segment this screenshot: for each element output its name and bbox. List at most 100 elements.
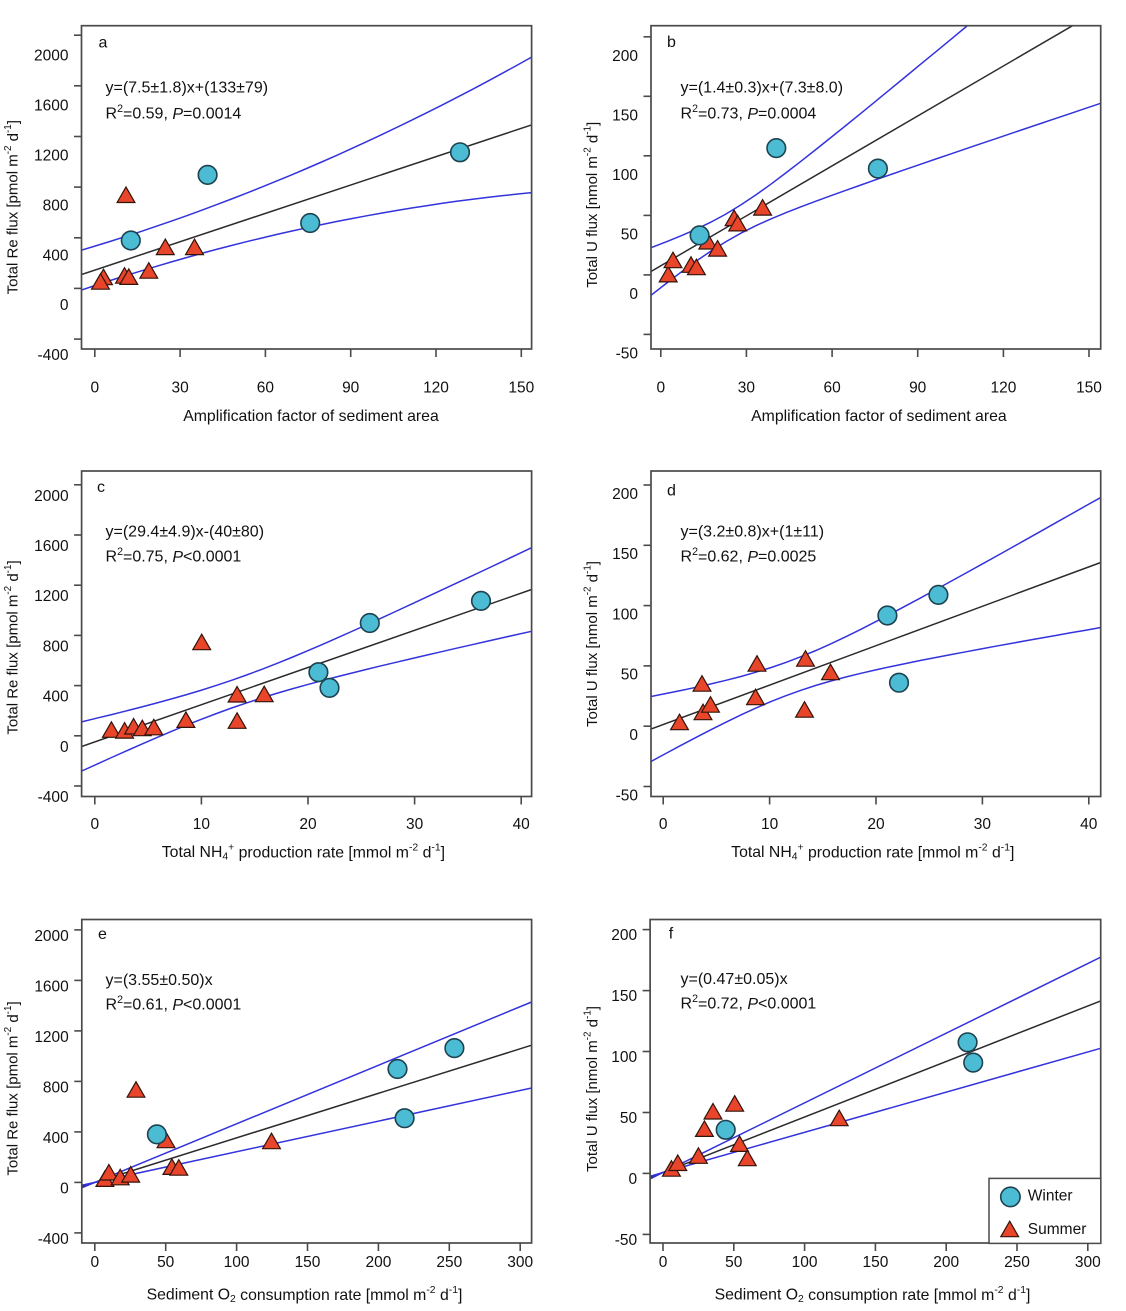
svg-text:R2=0.59, P=0.0014: R2=0.59, P=0.0014 [106,103,242,123]
svg-text:0: 0 [60,739,69,756]
svg-text:800: 800 [43,638,69,655]
svg-text:Total NH4+ production rate [mm: Total NH4+ production rate [mmol m-2 d-1… [731,842,1014,862]
svg-text:800: 800 [43,197,69,214]
svg-text:Amplification factor of sedime: Amplification factor of sediment area [751,408,1007,425]
svg-text:30: 30 [171,380,189,397]
svg-text:40: 40 [513,816,531,833]
svg-text:0: 0 [90,1254,99,1271]
svg-text:2000: 2000 [34,48,69,65]
svg-text:0: 0 [659,816,668,833]
svg-text:Total Re flux [pmol m-2 d-1]: Total Re flux [pmol m-2 d-1] [3,560,22,734]
svg-text:50: 50 [157,1254,175,1271]
svg-text:150: 150 [508,380,534,397]
svg-text:200: 200 [612,486,638,503]
svg-text:200: 200 [365,1254,391,1271]
svg-text:60: 60 [257,380,275,397]
svg-text:1200: 1200 [34,588,69,605]
svg-text:R2=0.62, P=0.0025: R2=0.62, P=0.0025 [681,546,817,566]
svg-text:0: 0 [60,1180,69,1197]
svg-text:0: 0 [60,297,69,314]
svg-text:0: 0 [629,286,638,303]
svg-text:R2=0.61, P<0.0001: R2=0.61, P<0.0001 [106,994,242,1014]
svg-text:200: 200 [611,927,637,944]
svg-text:Total Re flux [pmol m-2 d-1]: Total Re flux [pmol m-2 d-1] [3,1001,22,1175]
svg-text:50: 50 [621,667,639,684]
svg-text:20: 20 [299,816,317,833]
svg-text:50: 50 [725,1254,743,1271]
svg-text:y=(7.5±1.8)x+(133±79): y=(7.5±1.8)x+(133±79) [106,80,269,97]
svg-text:d: d [667,483,676,500]
svg-text:0: 0 [90,816,99,833]
svg-text:50: 50 [620,1110,638,1127]
svg-text:Total U flux [nmol m-2 d-1]: Total U flux [nmol m-2 d-1] [582,561,601,727]
svg-text:f: f [669,926,674,943]
svg-text:Winter: Winter [1028,1188,1073,1205]
svg-text:R2=0.72, P<0.0001: R2=0.72, P<0.0001 [681,993,817,1013]
svg-text:Summer: Summer [1028,1221,1087,1238]
svg-text:150: 150 [295,1254,321,1271]
svg-text:y=(3.55±0.50)x: y=(3.55±0.50)x [106,972,213,989]
svg-text:60: 60 [823,380,841,397]
svg-text:100: 100 [792,1254,818,1271]
svg-text:90: 90 [909,380,927,397]
svg-text:100: 100 [612,167,638,184]
svg-text:2000: 2000 [34,488,69,505]
svg-text:-400: -400 [38,789,69,806]
svg-text:b: b [667,34,676,51]
svg-text:y=(3.2±0.8)x+(1±11): y=(3.2±0.8)x+(1±11) [681,524,825,541]
svg-text:1200: 1200 [34,1029,69,1046]
svg-text:c: c [97,479,105,496]
svg-text:0: 0 [659,1254,668,1271]
svg-text:R2=0.73, P=0.0004: R2=0.73, P=0.0004 [681,103,817,123]
svg-text:-50: -50 [616,787,639,804]
svg-text:800: 800 [43,1079,69,1096]
svg-text:400: 400 [43,689,69,706]
svg-text:Sediment O2 consumption rate [: Sediment O2 consumption rate [mmol m-2 d… [147,1285,463,1305]
svg-text:R2=0.75, P<0.0001: R2=0.75, P<0.0001 [106,546,242,566]
svg-text:10: 10 [193,816,211,833]
svg-text:100: 100 [224,1254,250,1271]
svg-text:400: 400 [43,247,69,264]
svg-text:0: 0 [629,727,638,744]
svg-text:200: 200 [612,48,638,65]
svg-text:1600: 1600 [34,98,69,115]
svg-text:a: a [98,35,107,52]
svg-text:1600: 1600 [34,538,69,555]
svg-text:-400: -400 [37,347,68,364]
svg-text:150: 150 [1076,380,1102,397]
svg-text:150: 150 [612,107,638,124]
svg-text:Total U flux [nmol m-2 d-1]: Total U flux [nmol m-2 d-1] [582,1006,601,1172]
svg-text:30: 30 [738,380,756,397]
svg-text:Amplification factor of sedime: Amplification factor of sediment area [183,408,439,425]
svg-text:100: 100 [612,606,638,623]
svg-text:30: 30 [974,816,992,833]
svg-text:30: 30 [406,816,424,833]
svg-text:y=(29.4±4.9)x-(40±80): y=(29.4±4.9)x-(40±80) [106,524,265,541]
svg-text:90: 90 [342,380,360,397]
svg-text:Total NH4+ production rate [mm: Total NH4+ production rate [mmol m-2 d-1… [162,842,445,862]
svg-text:2000: 2000 [34,928,69,945]
svg-text:y=(1.4±0.3)x+(7.3±8.0): y=(1.4±0.3)x+(7.3±8.0) [681,80,844,97]
svg-text:120: 120 [990,380,1016,397]
svg-text:1200: 1200 [34,148,69,165]
svg-text:e: e [98,926,107,943]
svg-text:20: 20 [867,816,885,833]
svg-text:1600: 1600 [34,978,69,995]
svg-text:400: 400 [43,1130,69,1147]
svg-text:0: 0 [656,380,665,397]
svg-text:40: 40 [1080,816,1098,833]
svg-text:50: 50 [621,226,639,243]
svg-text:250: 250 [436,1254,462,1271]
svg-text:Sediment O2 consumption rate [: Sediment O2 consumption rate [mmol m-2 d… [715,1285,1031,1305]
svg-text:120: 120 [423,380,449,397]
svg-text:300: 300 [507,1254,533,1271]
svg-text:10: 10 [761,816,779,833]
svg-text:y=(0.47±0.05)x: y=(0.47±0.05)x [681,971,788,988]
svg-text:300: 300 [1075,1254,1101,1271]
svg-text:150: 150 [611,988,637,1005]
svg-text:0: 0 [90,380,99,397]
svg-text:200: 200 [933,1254,959,1271]
svg-text:Total U flux [nmol m-2 d-1]: Total U flux [nmol m-2 d-1] [582,122,601,288]
svg-text:-50: -50 [616,345,639,362]
svg-text:0: 0 [628,1171,637,1188]
